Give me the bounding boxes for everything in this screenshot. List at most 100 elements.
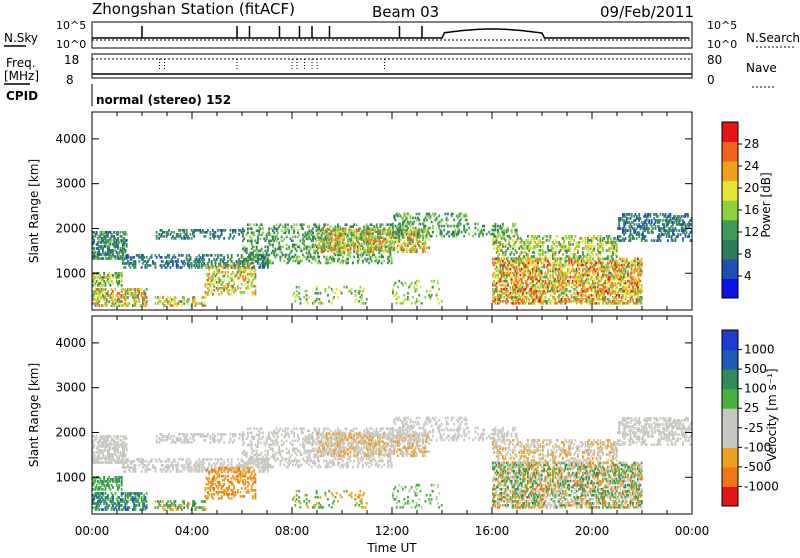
power-cell bbox=[638, 231, 640, 234]
power-cell bbox=[600, 298, 602, 301]
power-cell bbox=[211, 289, 213, 292]
power-cell bbox=[600, 235, 602, 238]
power-cell bbox=[662, 219, 664, 222]
power-cell bbox=[335, 225, 337, 228]
power-cell bbox=[562, 253, 564, 256]
power-cell bbox=[411, 302, 413, 305]
power-cell bbox=[193, 235, 195, 238]
power-cell bbox=[358, 258, 360, 261]
power-cell bbox=[341, 228, 343, 231]
power-cell bbox=[416, 248, 418, 251]
power-cell bbox=[181, 300, 183, 303]
power-cell bbox=[416, 284, 418, 287]
power-cell bbox=[341, 242, 343, 245]
power-cell bbox=[507, 257, 509, 260]
power-cell bbox=[406, 233, 408, 236]
power-cell bbox=[233, 281, 235, 284]
nsearch-label: N.Search bbox=[746, 31, 800, 45]
power-cell bbox=[323, 238, 325, 241]
power-cell bbox=[412, 296, 414, 299]
power-cell bbox=[386, 246, 388, 249]
power-cell bbox=[163, 231, 165, 234]
power-cell bbox=[363, 288, 365, 291]
power-cell bbox=[403, 294, 405, 297]
power-cell bbox=[351, 292, 353, 295]
power-cell bbox=[346, 223, 348, 226]
power-cell bbox=[365, 236, 367, 239]
power-cell bbox=[627, 270, 629, 273]
power-cell bbox=[593, 278, 595, 281]
power-cell bbox=[405, 298, 407, 301]
power-cell bbox=[125, 249, 127, 252]
power-cell bbox=[102, 304, 104, 307]
nave-label: Nave bbox=[746, 61, 777, 75]
power-cell bbox=[652, 227, 654, 230]
power-cell bbox=[178, 254, 180, 257]
power-cell bbox=[453, 225, 455, 228]
power-cell bbox=[350, 250, 352, 253]
power-cell bbox=[398, 296, 400, 299]
power-cell bbox=[296, 290, 298, 293]
power-cell bbox=[293, 292, 295, 295]
power-cell bbox=[283, 260, 285, 263]
power-cell bbox=[275, 248, 277, 251]
power-cell bbox=[357, 254, 359, 257]
power-cell bbox=[245, 275, 247, 278]
power-cell bbox=[503, 296, 505, 299]
power-cell bbox=[502, 243, 504, 246]
power-cell bbox=[431, 235, 433, 238]
power-cell bbox=[395, 231, 397, 234]
power-cell bbox=[502, 251, 504, 254]
power-cell bbox=[122, 288, 124, 291]
power-cell bbox=[138, 298, 140, 301]
power-cell bbox=[503, 235, 505, 238]
power-cell bbox=[355, 294, 357, 297]
power-cell bbox=[378, 260, 380, 263]
power-cell bbox=[272, 244, 274, 247]
power-cell bbox=[265, 246, 267, 249]
power-cell bbox=[648, 231, 650, 234]
power-cell bbox=[420, 286, 422, 289]
power-cell bbox=[256, 223, 258, 226]
power-cell bbox=[346, 286, 348, 289]
freq-panel: Freq. [MHz] 18 8 80 0 Nave bbox=[4, 53, 777, 87]
power-cell bbox=[221, 263, 223, 266]
power-cell bbox=[507, 290, 509, 293]
power-cell bbox=[660, 213, 662, 216]
power-cell bbox=[155, 296, 157, 299]
power-cell bbox=[112, 290, 114, 293]
nsky-tick-high: 10^5 bbox=[56, 19, 86, 32]
power-cell bbox=[213, 283, 215, 286]
power-cell bbox=[96, 280, 98, 283]
power-cell bbox=[218, 263, 220, 266]
power-cell bbox=[411, 233, 413, 236]
power-cell bbox=[151, 254, 153, 257]
power-cell bbox=[426, 246, 428, 249]
power-cell bbox=[431, 221, 433, 224]
power-cell bbox=[620, 235, 622, 238]
power-cell bbox=[105, 288, 107, 291]
power-cell bbox=[285, 223, 287, 226]
power-cell bbox=[300, 298, 302, 301]
power-cell bbox=[407, 213, 409, 216]
power-cell bbox=[638, 213, 640, 216]
power-cell bbox=[533, 255, 535, 258]
power-cell bbox=[296, 223, 298, 226]
power-cell bbox=[365, 302, 367, 305]
power-cell bbox=[542, 249, 544, 252]
power-cell bbox=[660, 239, 662, 242]
power-cell bbox=[418, 228, 420, 231]
power-cell bbox=[130, 266, 132, 269]
power-cell bbox=[411, 282, 413, 285]
power-cell bbox=[337, 223, 339, 226]
power-cell bbox=[243, 229, 245, 232]
power-cell bbox=[108, 280, 110, 283]
power-cell bbox=[208, 273, 210, 276]
nsearch-tick-high: 10^5 bbox=[707, 19, 737, 32]
power-cell bbox=[126, 233, 128, 236]
power-cell bbox=[387, 238, 389, 241]
power-cell bbox=[213, 271, 215, 274]
power-cell bbox=[268, 227, 270, 230]
power-cell bbox=[168, 229, 170, 232]
